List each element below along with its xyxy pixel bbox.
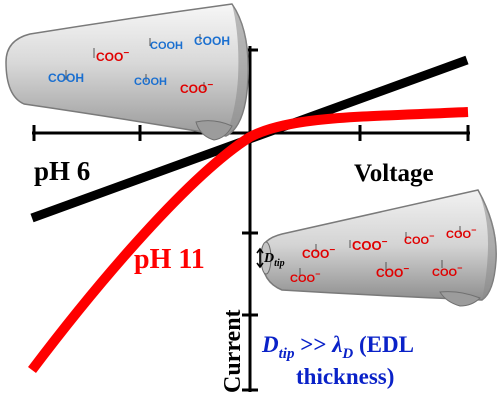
carboxylate-label: COO−	[96, 48, 129, 64]
ph11-label: pH 11	[134, 244, 205, 275]
current-label: Current	[220, 309, 246, 393]
left-cone-groups: COO− COOH COOH COOH COOH COO−	[48, 34, 230, 96]
ph11-curve	[28, 107, 469, 374]
carboxylate-label: COO−	[404, 231, 434, 247]
carboxylate-label: COO−	[290, 269, 320, 285]
relation-line1: Dtip >> λD (EDL	[261, 332, 414, 362]
carboxylate-label: COO−	[180, 80, 213, 96]
carboxyl-label: COOH	[134, 76, 167, 88]
carboxylate-label: COO−	[446, 225, 476, 241]
right-cone-icon	[260, 189, 497, 307]
relation-line2: thickness)	[296, 364, 394, 389]
carboxylate-label: COO−	[432, 263, 462, 279]
double-headed-arrow-icon	[256, 247, 264, 269]
right-cone-groups: COO− COO− COO− COO− COO− COO− COO−	[290, 225, 476, 285]
ph6-label: pH 6	[34, 156, 90, 186]
relation-text: Dtip >> λD (EDL thickness)	[261, 332, 414, 389]
carboxylate-label: COO−	[376, 264, 409, 280]
carboxyl-label: COOH	[194, 34, 230, 48]
dtip-label: Dtip	[263, 251, 285, 269]
carboxylate-label: COO−	[352, 237, 388, 253]
carboxyl-label: COOH	[150, 40, 183, 52]
dtip-marker: Dtip	[256, 247, 285, 269]
carboxyl-label: COOH	[48, 71, 84, 85]
left-cone-icon	[5, 3, 249, 141]
voltage-label: Voltage	[354, 160, 434, 187]
carboxylate-label: COO−	[302, 245, 335, 261]
x-ticks	[32, 125, 470, 141]
